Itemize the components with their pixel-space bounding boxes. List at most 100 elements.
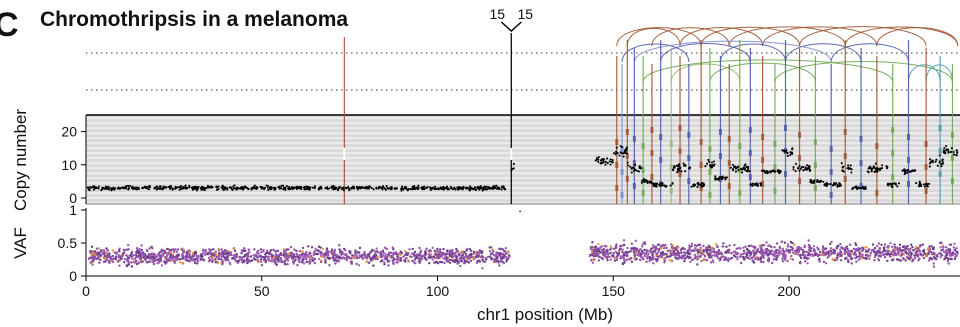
copy-number-point [192, 186, 195, 189]
vaf-point [672, 249, 676, 253]
vaf-point [478, 250, 482, 253]
vaf-point [507, 254, 511, 257]
vaf-point [146, 255, 149, 258]
vaf-point [767, 256, 770, 260]
copy-number-point [630, 167, 633, 170]
copy-number-point [182, 187, 185, 190]
vaf-point [607, 252, 610, 255]
copy-number-point [100, 189, 103, 192]
vaf-point [287, 248, 290, 251]
rearrangement-arc [679, 27, 764, 47]
vaf-point [234, 256, 238, 259]
vaf-point [361, 253, 365, 256]
copy-number-point [655, 183, 658, 186]
copy-number-point [256, 186, 259, 189]
copy-number-point [372, 188, 375, 191]
copy-number-point [684, 170, 687, 173]
vaf-point [274, 250, 277, 253]
copy-number-point [125, 185, 128, 188]
vaf-point [237, 259, 240, 263]
copy-number-point [923, 185, 926, 188]
breakpoint-segment-mark [773, 164, 777, 170]
copy-number-point [624, 150, 627, 153]
vaf-point [185, 256, 188, 260]
vaf-point [136, 249, 139, 252]
vaf-point [872, 248, 875, 252]
copy-number-point [390, 186, 393, 189]
vaf-point [839, 254, 842, 257]
vaf-point [947, 262, 950, 265]
vaf-point [852, 253, 856, 256]
copy-number-point [621, 152, 624, 155]
vaf-point [221, 261, 225, 264]
copy-number-point [626, 164, 630, 167]
vaf-point [270, 253, 273, 256]
vaf-point [449, 252, 453, 255]
copy-number-grid-band [86, 122, 960, 125]
copy-number-point [719, 177, 722, 180]
vaf-point [402, 255, 405, 258]
copy-number-point [712, 164, 715, 167]
vaf-point [670, 251, 673, 254]
vaf-point [616, 252, 619, 255]
rearrangement-arc [642, 59, 894, 83]
vaf-point [209, 248, 213, 252]
vaf-point [318, 257, 321, 261]
copy-number-point [481, 189, 484, 192]
vaf-point [413, 258, 417, 262]
vaf-point [460, 254, 463, 257]
copy-number-point [332, 184, 335, 187]
vaf-point [667, 249, 670, 252]
vaf-point [382, 261, 386, 264]
vaf-point [705, 248, 709, 251]
copy-number-point [164, 186, 167, 189]
vaf-point [670, 249, 674, 252]
vaf-point [379, 252, 382, 255]
vaf-point [735, 247, 738, 250]
vaf-point [416, 253, 420, 256]
breakpoint-segment-mark [783, 171, 787, 177]
vaf-point [786, 243, 790, 246]
vaf-point [621, 244, 624, 247]
breakpoint-segment-mark [813, 139, 817, 145]
copy-number-point [420, 186, 423, 190]
breakpoint-segment-mark [748, 174, 752, 180]
copy-number-point [169, 187, 172, 190]
vaf-point [106, 249, 110, 252]
vaf-point [104, 260, 107, 263]
vaf-point [240, 258, 243, 261]
rearrangement-arc [670, 63, 741, 83]
vaf-point [299, 257, 302, 260]
copy-number-point [881, 164, 884, 167]
vaf-point [680, 251, 683, 255]
vaf-point [307, 255, 310, 258]
vaf-point [432, 255, 436, 259]
copy-number-point [887, 184, 890, 187]
copy-number-point [653, 182, 656, 186]
vaf-point [639, 248, 642, 251]
copy-number-point [118, 187, 121, 190]
breakpoint-segment-mark [727, 183, 731, 189]
copy-number-point [802, 169, 805, 172]
vaf-point [825, 250, 828, 254]
vaf-point [657, 248, 661, 251]
vaf-point [663, 261, 666, 264]
vaf-point [342, 252, 345, 256]
vaf-point [765, 248, 768, 251]
vaf-point [264, 255, 267, 259]
copy-number-grid-band [86, 182, 960, 185]
copy-number-point [913, 169, 916, 172]
copy-number-point [313, 185, 317, 188]
vaf-point [234, 259, 238, 263]
copy-number-point [352, 187, 355, 190]
vaf-point [878, 251, 881, 254]
vaf-point [915, 246, 918, 249]
vaf-point [787, 249, 790, 252]
vaf-point [807, 243, 811, 247]
vaf-point [612, 252, 615, 255]
copy-number-point [233, 187, 236, 190]
vaf-point [208, 248, 211, 251]
vaf-point [854, 242, 857, 245]
vaf-point [874, 253, 877, 256]
copy-number-point [287, 187, 290, 190]
